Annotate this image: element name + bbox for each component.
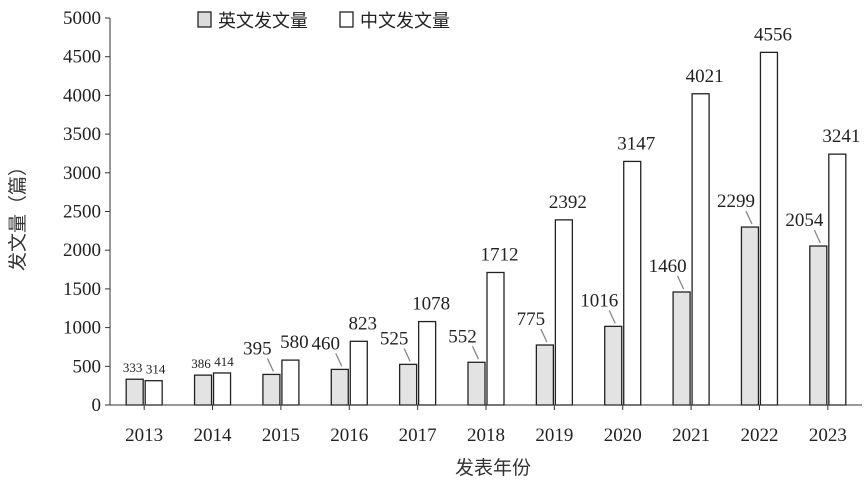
y-tick-label: 1000 [63,318,101,339]
bar-english [262,373,281,406]
bar-chinese [554,219,574,406]
data-label-chinese: 3241 [822,126,860,147]
data-label-chinese: 414 [214,354,234,369]
y-tick-label: 2500 [63,202,101,223]
label-leader-line [608,310,616,324]
x-tick-label: 2017 [399,425,437,446]
bar-chinese [759,51,779,406]
data-label-chinese: 4021 [686,66,724,87]
bar-english [535,344,555,406]
x-tick-label: 2014 [194,425,233,446]
bar-chinese [417,320,437,406]
x-tick-label: 2019 [535,425,573,446]
label-leader-line [403,348,411,362]
bar-chinese [144,380,163,406]
x-tick-label: 2018 [467,425,505,446]
y-tick-label: 0 [92,395,102,416]
x-tick-label: 2020 [604,425,642,446]
label-leader-line [335,353,343,367]
bar-chinese [623,160,642,406]
data-label-english: 395 [243,338,272,359]
bar-english [604,325,623,406]
bar-english [740,226,760,406]
y-axis-ticks: 0 500 1000 1500 2000 2500 3000 3500 4000 4500 5000 [63,8,110,416]
data-label-english: 525 [380,328,409,349]
data-label-chinese: 823 [349,313,378,334]
x-tick-label: 2022 [740,425,778,446]
data-label-english: 460 [312,333,341,354]
data-label-english: 2299 [717,191,755,212]
bar-chinese [828,153,847,406]
bar-group [125,51,847,406]
legend-label-english: 英文发文量 [218,11,308,32]
legend-label-chinese: 中文发文量 [360,11,450,32]
data-label-english: 2054 [785,210,824,231]
y-tick-label: 5000 [63,8,101,29]
y-tick-label: 500 [73,356,102,377]
y-tick-label: 4000 [63,85,101,106]
data-label-english: 333 [123,360,143,375]
bar-english [398,363,418,406]
bar-english [467,361,486,406]
data-label-english: 386 [191,356,211,371]
x-axis-ticks: 2013 2014 2015 2016 2017 2018 2019 2020 2021 2022… [125,405,847,446]
x-tick-label: 2015 [262,425,300,446]
y-tick-label: 1500 [63,279,101,300]
data-label-english: 1460 [649,256,687,277]
data-label-chinese: 580 [280,332,309,353]
data-label-chinese: 1078 [412,294,450,315]
data-label-english: 775 [517,309,546,330]
x-tick-label: 2021 [672,425,710,446]
label-leader-line [745,210,753,225]
y-tick-label: 3500 [63,124,101,145]
label-leader-line [266,358,274,372]
bar-english [672,291,691,406]
label-leader-line [471,346,480,360]
data-label-chinese: 1712 [481,244,519,265]
bar-english [330,368,349,406]
data-label-english: 552 [448,326,477,347]
data-label-chinese: 4556 [754,24,792,45]
label-leader-line [677,275,685,290]
data-label-chinese: 3147 [617,133,655,154]
legend-swatch-chinese [339,11,354,28]
bar-chinese [212,372,232,406]
bar-chinese [281,359,300,406]
bar-english [125,378,144,406]
bar-english [193,374,213,406]
x-axis-label: 发表年份 [455,457,531,479]
data-label-chinese: 2392 [549,192,587,213]
bar-chinese [349,340,368,406]
legend-swatch-english [197,11,212,28]
label-leader-line [813,229,821,244]
bar-chinese [486,271,505,406]
data-label-english: 1016 [580,290,618,311]
x-tick-label: 2013 [125,425,163,446]
legend: 英文发文量 中文发文量 [197,11,450,32]
bar-english [809,245,828,406]
y-tick-label: 3000 [63,163,101,184]
data-label-chinese: 314 [146,362,166,377]
x-tick-label: 2023 [809,425,847,446]
label-leader-line [540,328,548,343]
bar-chinese [691,93,710,406]
y-axis-label: 发文量（篇） [7,157,29,271]
x-tick-label: 2016 [330,425,368,446]
y-tick-label: 2000 [63,240,101,261]
y-tick-label: 4500 [63,47,101,68]
